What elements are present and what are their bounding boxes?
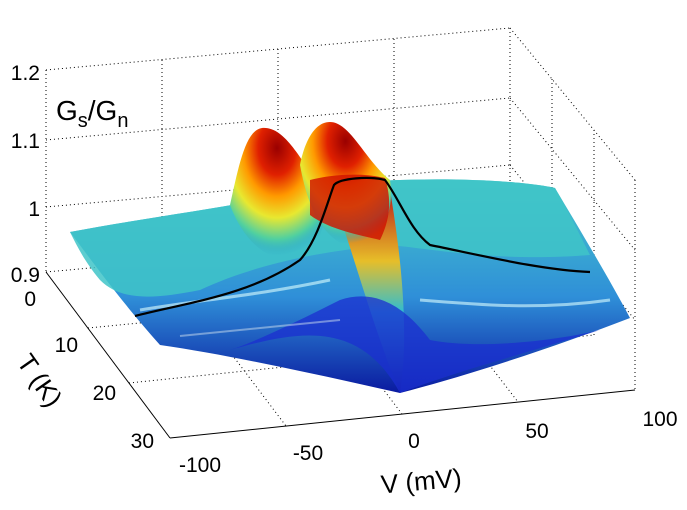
y-tick: 20: [93, 382, 116, 405]
x-tick: -50: [293, 442, 323, 465]
x-tick: 100: [642, 408, 677, 431]
surface: [70, 122, 630, 393]
z-tick-labels: 1.2 1.1 1 0.9: [11, 62, 40, 287]
x-axis-label: V (mV): [380, 463, 463, 500]
z-tick: 1.2: [11, 62, 40, 85]
y-tick: 30: [131, 430, 154, 453]
peak-ridge: [310, 174, 390, 240]
z-axis-label: Gs/Gn: [56, 95, 128, 132]
y-axis-label: T (K): [11, 348, 68, 412]
x-tick: 0: [408, 430, 420, 453]
x-tick: 50: [525, 420, 548, 443]
x-tick-labels: -100 -50 0 50 100: [179, 408, 678, 477]
coherence-peak-left: [230, 127, 324, 262]
highlight-line: [134, 176, 591, 318]
z-tick: 1.1: [11, 130, 40, 153]
z-tick: 1: [28, 198, 40, 221]
x-tick: -100: [179, 454, 221, 477]
y-tick-labels: 0 10 20 30: [24, 288, 154, 453]
front-dip: [230, 296, 600, 393]
z-tick: 0.9: [11, 264, 40, 287]
y-tick: 0: [24, 288, 36, 311]
surface-plateau: [70, 179, 590, 297]
y-tick: 10: [55, 334, 78, 357]
